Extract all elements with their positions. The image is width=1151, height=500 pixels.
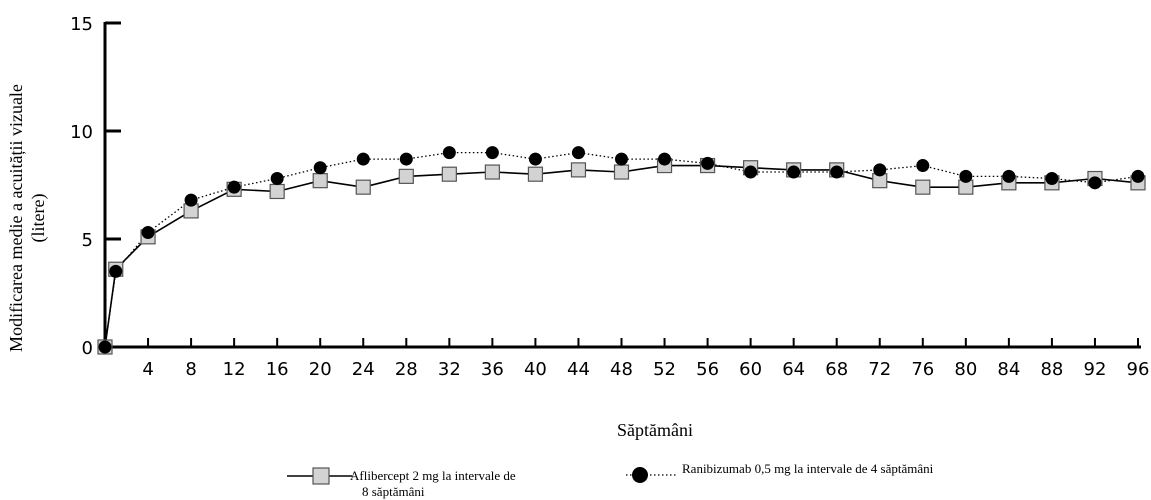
series-line-aflibercept	[104, 164, 1139, 348]
x-tick-label: 60	[739, 359, 762, 380]
data-point-ranibizumab	[701, 156, 715, 170]
data-point-ranibizumab	[141, 226, 155, 240]
x-tick-label: 4	[142, 359, 153, 380]
legend-label-aflibercept-line2: 8 săptămâni	[362, 484, 425, 499]
data-point-ranibizumab	[270, 172, 284, 186]
y-tick-label: 0	[82, 338, 93, 359]
data-point-ranibizumab	[744, 165, 758, 179]
data-point-ranibizumab	[658, 152, 672, 166]
x-tick-label: 92	[1084, 359, 1107, 380]
legend-item-ranibizumab: Ranibizumab 0,5 mg la intervale de 4 săp…	[626, 461, 934, 483]
x-tick-label: 24	[352, 359, 375, 380]
x-tick-label: 48	[610, 359, 633, 380]
data-point-ranibizumab	[227, 180, 241, 194]
x-tick-label: 20	[309, 359, 332, 380]
x-tick-label: 88	[1040, 359, 1063, 380]
legend-marker-circle	[632, 467, 648, 483]
x-tick-label: 64	[782, 359, 805, 380]
series-line-ranibizumab	[104, 151, 1139, 348]
data-point-ranibizumab	[873, 163, 887, 177]
legend-label-ranibizumab: Ranibizumab 0,5 mg la intervale de 4 săp…	[682, 461, 934, 476]
x-tick-label: 44	[567, 359, 590, 380]
x-tick-label: 72	[868, 359, 891, 380]
data-point-aflibercept	[527, 166, 544, 182]
legend: Aflibercept 2 mg la intervale de 8 săptă…	[287, 461, 934, 499]
x-tick-label: 28	[395, 359, 418, 380]
x-tick-label: 36	[481, 359, 504, 380]
y-tick-label: 5	[82, 230, 93, 251]
data-point-ranibizumab	[485, 146, 499, 160]
data-point-ranibizumab	[1131, 169, 1145, 183]
y-tick-label: 10	[70, 122, 93, 143]
x-axis-title: Săptămâni	[617, 420, 693, 440]
data-point-aflibercept	[484, 164, 500, 180]
data-point-ranibizumab	[830, 165, 844, 179]
legend-label-aflibercept: Aflibercept 2 mg la intervale de	[350, 468, 516, 483]
y-axis-title: Modificarea medie a acuității vizuale	[6, 84, 26, 352]
data-point-aflibercept	[915, 179, 931, 195]
data-point-aflibercept	[613, 164, 630, 180]
data-point-ranibizumab	[959, 169, 973, 183]
data-point-ranibizumab	[356, 152, 370, 166]
data-point-ranibizumab	[1045, 172, 1059, 186]
y-ticks: 0 5 10 15	[70, 14, 121, 359]
data-point-ranibizumab	[615, 152, 628, 166]
data-point-ranibizumab	[399, 152, 413, 166]
legend-item-aflibercept: Aflibercept 2 mg la intervale de 8 săptă…	[287, 467, 516, 499]
x-tick-label: 68	[825, 359, 848, 380]
legend-marker-square	[312, 467, 330, 485]
x-tick-label: 76	[911, 359, 934, 380]
data-point-ranibizumab	[313, 161, 327, 175]
data-point-ranibizumab	[109, 264, 123, 278]
x-tick-label: 80	[954, 359, 977, 380]
data-point-ranibizumab	[787, 165, 801, 179]
data-point-ranibizumab	[1002, 169, 1016, 183]
x-ticks: 4 8 12 16 20 24 28 32 36 40 44 48 52 56 60 64 68 72 76 80 84…	[142, 338, 1149, 380]
y-axis-title-unit: (litere)	[28, 194, 49, 243]
data-point-ranibizumab	[98, 340, 112, 354]
x-tick-label: 32	[438, 359, 461, 380]
x-tick-label: 16	[266, 359, 289, 380]
y-tick-label: 15	[70, 14, 93, 35]
x-tick-label: 84	[997, 359, 1020, 380]
data-point-aflibercept	[312, 173, 328, 189]
data-point-ranibizumab	[571, 146, 585, 160]
data-point-aflibercept	[398, 168, 414, 184]
x-tick-label: 40	[524, 359, 547, 380]
data-point-ranibizumab	[1088, 176, 1102, 190]
data-point-ranibizumab	[442, 146, 456, 160]
data-point-aflibercept	[441, 166, 457, 182]
x-tick-label: 8	[185, 359, 196, 380]
data-point-ranibizumab	[528, 152, 542, 166]
x-tick-label: 12	[223, 359, 246, 380]
data-point-aflibercept	[570, 162, 587, 178]
x-tick-label: 52	[653, 359, 676, 380]
data-point-aflibercept	[269, 183, 285, 200]
x-tick-label: 56	[696, 359, 719, 380]
x-tick-label: 96	[1127, 359, 1150, 380]
data-point-ranibizumab	[184, 193, 198, 207]
data-point-ranibizumab	[916, 159, 930, 173]
data-point-aflibercept	[355, 179, 371, 195]
series-layer	[97, 146, 1146, 355]
